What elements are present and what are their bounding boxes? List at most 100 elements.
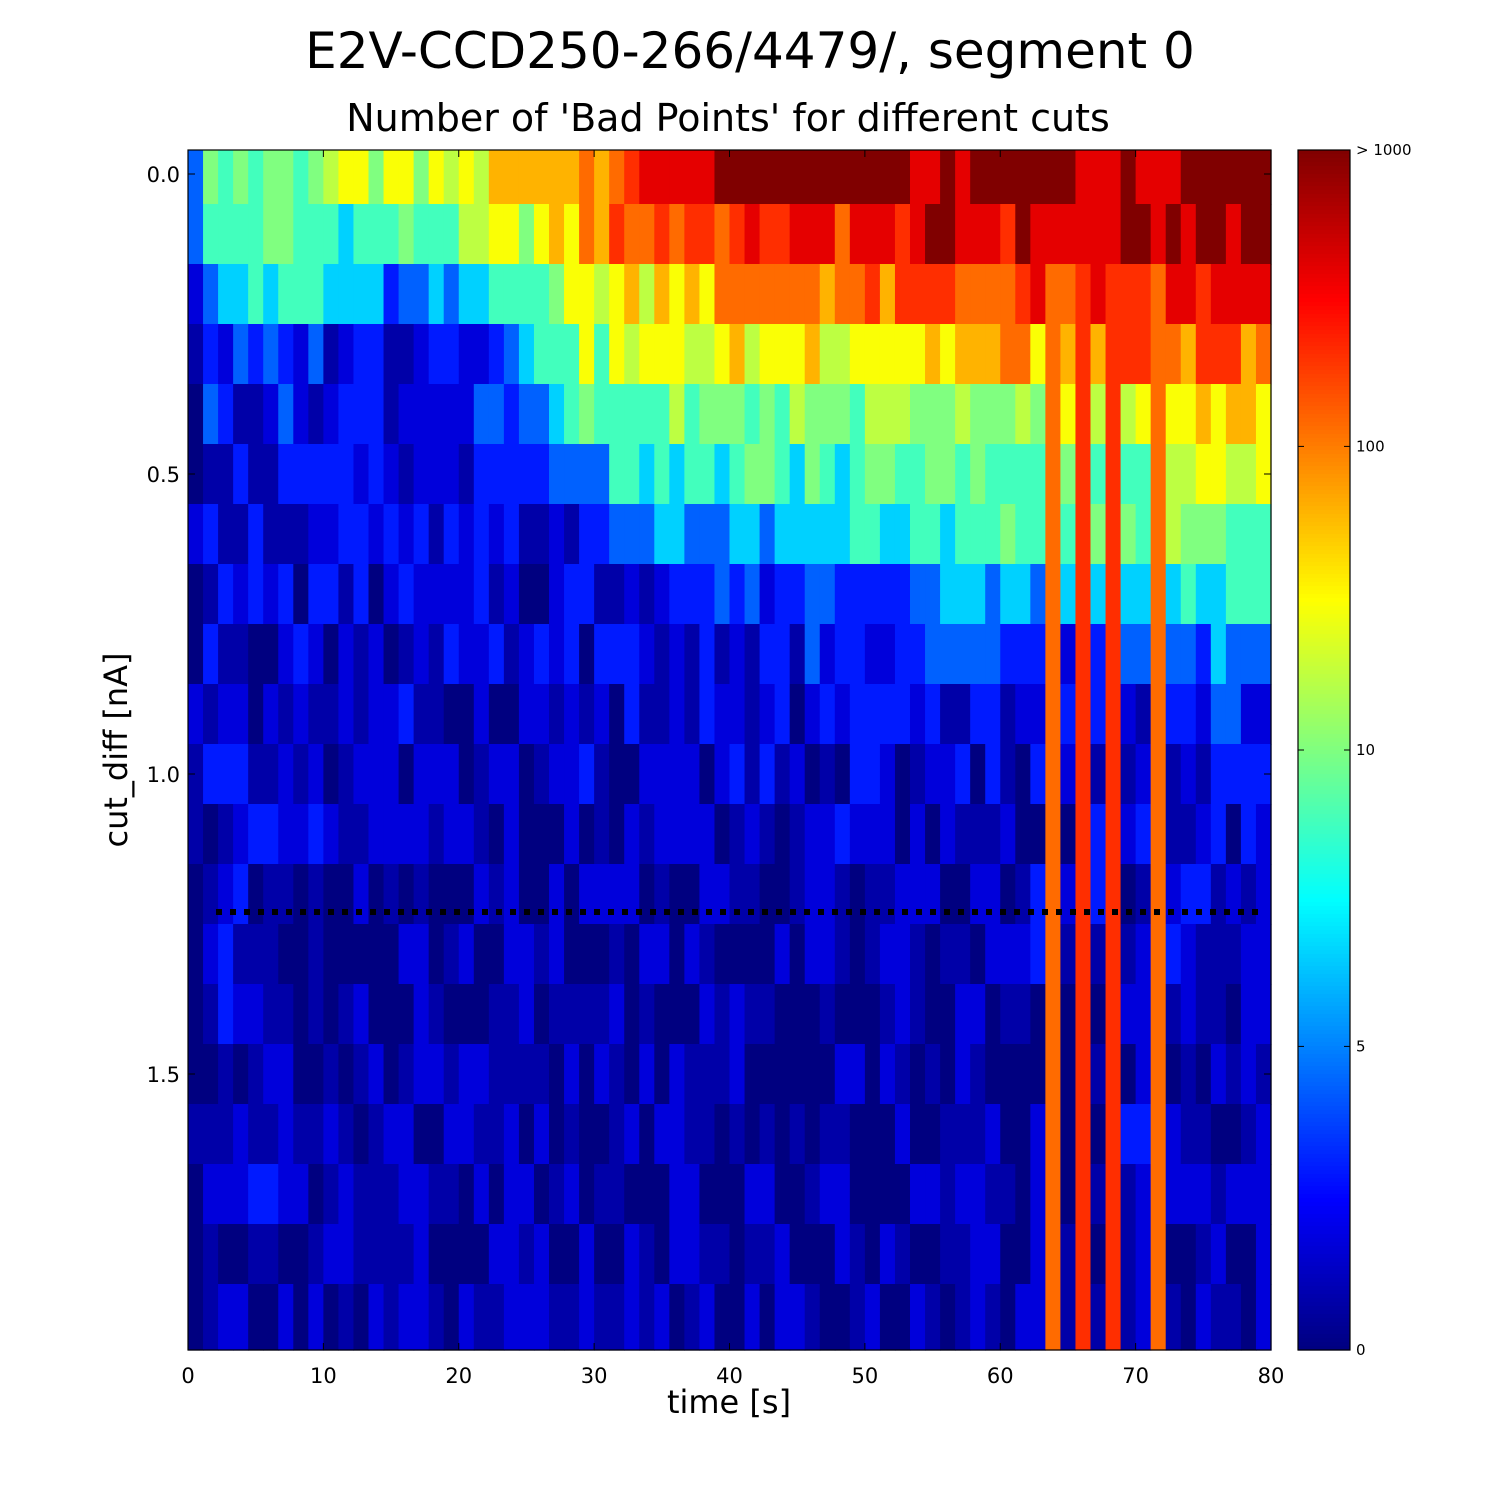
heatmap-cell xyxy=(263,864,279,925)
heatmap-cell xyxy=(503,864,520,925)
heatmap-cell xyxy=(473,384,490,445)
heatmap-cell xyxy=(609,924,625,985)
heatmap-cell xyxy=(804,864,821,925)
heatmap-cell xyxy=(203,624,219,685)
heatmap-cell xyxy=(609,744,625,805)
heatmap-cell xyxy=(278,1284,294,1351)
heatmap-cell xyxy=(323,624,340,685)
x-tick-label: 20 xyxy=(445,1364,472,1388)
heatmap-cell xyxy=(458,384,475,445)
heatmap-cell xyxy=(1075,444,1092,505)
heatmap-cell xyxy=(819,150,836,205)
colorbar-segment xyxy=(1298,254,1350,259)
heatmap-cell xyxy=(1195,1044,1212,1105)
heatmap-cell xyxy=(925,1104,941,1165)
heatmap-cell xyxy=(1120,744,1137,805)
colorbar-segment xyxy=(1298,1262,1350,1267)
heatmap-cell xyxy=(488,264,505,325)
y-tick-label: 0.0 xyxy=(147,163,180,187)
heatmap-cell xyxy=(383,744,400,805)
heatmap-cell xyxy=(413,924,430,985)
heatmap-cell xyxy=(248,504,264,565)
x-tick-label: 40 xyxy=(716,1364,743,1388)
heatmap-cell xyxy=(940,864,956,925)
heatmap-cell xyxy=(669,1284,685,1351)
heatmap-cell xyxy=(699,984,716,1045)
heatmap-cell xyxy=(819,564,836,625)
heatmap-cell xyxy=(308,564,324,625)
colorbar-segment xyxy=(1298,586,1350,591)
heatmap-cell xyxy=(518,504,535,565)
heatmap-cell xyxy=(308,684,324,745)
heatmap-cell xyxy=(398,384,415,445)
heatmap-cell xyxy=(383,1164,400,1225)
heatmap-cell xyxy=(1195,864,1212,925)
heatmap-cell xyxy=(338,744,355,805)
heatmap-cell xyxy=(744,984,761,1045)
heatmap-cell xyxy=(503,204,520,265)
colorbar-segment xyxy=(1298,1206,1350,1211)
heatmap-cell xyxy=(398,564,415,625)
heatmap-cell xyxy=(458,444,475,505)
heatmap-cell xyxy=(714,384,731,445)
heatmap-cell xyxy=(218,204,234,265)
heatmap-cell xyxy=(579,804,595,865)
colorbar-segment xyxy=(1298,814,1350,819)
heatmap-cell xyxy=(233,1224,249,1285)
heatmap-cell xyxy=(1225,624,1242,685)
heatmap-cell xyxy=(428,624,445,685)
heatmap-cell xyxy=(413,204,430,265)
heatmap-cell xyxy=(1180,684,1197,745)
colorbar-segment xyxy=(1298,1246,1350,1251)
heatmap-cell xyxy=(1045,564,1062,625)
heatmap-cell xyxy=(1075,684,1092,745)
heatmap-cell xyxy=(293,684,309,745)
heatmap-cell xyxy=(1090,1284,1107,1351)
colorbar-segment xyxy=(1298,598,1350,603)
heatmap-cell xyxy=(353,1224,370,1285)
heatmap-cell xyxy=(338,984,355,1045)
heatmap-cell xyxy=(488,864,505,925)
heatmap-cell xyxy=(1060,1224,1077,1285)
heatmap-cell xyxy=(639,804,655,865)
heatmap-cell xyxy=(458,1284,475,1351)
heatmap-cell xyxy=(443,444,460,505)
colorbar-segment xyxy=(1298,662,1350,667)
heatmap-cell xyxy=(609,264,625,325)
colorbar-segment xyxy=(1298,646,1350,651)
heatmap-cell xyxy=(503,504,520,565)
heatmap-cell xyxy=(1255,1104,1272,1165)
heatmap-cell xyxy=(864,1284,881,1351)
heatmap-cell xyxy=(669,804,685,865)
heatmap-cell xyxy=(353,1044,370,1105)
heatmap-cell xyxy=(804,744,821,805)
chart-title: E2V-CCD250-266/4479/, segment 0 xyxy=(305,22,1195,80)
heatmap-cell xyxy=(248,1044,264,1105)
heatmap-cell xyxy=(278,444,294,505)
heatmap-cell xyxy=(955,744,971,805)
heatmap-cell xyxy=(894,984,911,1045)
heatmap-cell xyxy=(940,384,956,445)
heatmap-cell xyxy=(1060,564,1077,625)
colorbar-segment xyxy=(1298,246,1350,251)
heatmap-cell xyxy=(879,150,896,205)
colorbar-segment xyxy=(1298,938,1350,943)
heatmap-cell xyxy=(1135,384,1152,445)
heatmap-cell xyxy=(383,924,400,985)
heatmap-cell xyxy=(654,1284,670,1351)
colorbar-segment xyxy=(1298,502,1350,507)
heatmap-cell xyxy=(473,444,490,505)
heatmap-cell xyxy=(849,684,866,745)
heatmap-cell xyxy=(1150,744,1167,805)
heatmap-cell xyxy=(263,150,279,205)
colorbar-segment xyxy=(1298,1018,1350,1023)
colorbar-segment xyxy=(1298,1014,1350,1019)
heatmap-cell xyxy=(338,1104,355,1165)
heatmap-cell xyxy=(233,624,249,685)
heatmap-cell xyxy=(503,150,520,205)
colorbar-segment xyxy=(1298,398,1350,403)
heatmap-cell xyxy=(864,504,881,565)
heatmap-cell xyxy=(804,984,821,1045)
heatmap-cell xyxy=(428,1224,445,1285)
heatmap-cell xyxy=(338,1224,355,1285)
